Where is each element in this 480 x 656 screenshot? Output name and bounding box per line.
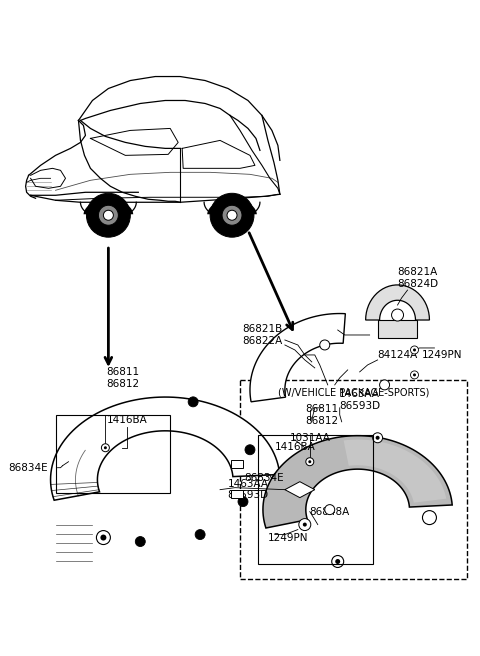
Text: 86834E: 86834E [244,473,284,483]
Circle shape [222,205,242,225]
Circle shape [227,211,237,220]
Text: 1463AA
86593D: 1463AA 86593D [228,479,268,501]
Text: 86811
86812: 86811 86812 [106,367,139,389]
Bar [56,415,170,493]
Circle shape [188,397,198,407]
Circle shape [96,531,110,544]
Circle shape [101,443,109,452]
Circle shape [332,556,344,567]
Bar [378,320,418,338]
Circle shape [392,309,404,321]
Circle shape [98,205,119,225]
Text: 1031AA: 1031AA [289,433,330,443]
Circle shape [320,340,330,350]
Circle shape [372,433,383,443]
Circle shape [413,373,416,377]
Bar [231,460,243,468]
Text: 1249PN: 1249PN [268,533,308,543]
Circle shape [335,559,340,564]
Circle shape [410,346,419,354]
Circle shape [299,519,311,531]
Polygon shape [263,436,452,528]
Circle shape [103,211,113,220]
Text: 1416BA: 1416BA [107,415,148,425]
Text: 1249PN: 1249PN [422,350,463,360]
Circle shape [376,436,380,440]
Circle shape [410,371,419,379]
Bar [240,380,468,579]
Circle shape [216,199,248,231]
Polygon shape [285,482,315,498]
Circle shape [413,348,416,352]
Circle shape [195,529,205,539]
Polygon shape [366,285,430,320]
Bar [231,489,243,498]
Circle shape [303,523,307,527]
Text: 1416BA: 1416BA [275,441,315,452]
Text: 84124A: 84124A [378,350,418,360]
Text: 1463AA
86593D: 1463AA 86593D [339,389,380,411]
Circle shape [238,497,248,506]
Polygon shape [250,314,345,402]
Circle shape [86,194,130,237]
Circle shape [100,535,107,541]
Polygon shape [344,440,446,502]
Circle shape [135,537,145,546]
Circle shape [422,510,436,525]
Polygon shape [207,199,257,215]
Circle shape [245,445,255,455]
Text: 86821B
86822A: 86821B 86822A [242,324,282,346]
Circle shape [93,199,124,231]
Polygon shape [50,397,280,501]
Circle shape [308,461,312,463]
Text: 86821A
86824D: 86821A 86824D [397,267,438,289]
Circle shape [104,446,107,449]
Circle shape [325,504,335,514]
Text: 86834E: 86834E [8,462,48,473]
Circle shape [306,458,314,466]
Circle shape [380,380,390,390]
Bar [258,435,372,565]
Polygon shape [84,199,133,215]
Circle shape [210,194,254,237]
Text: 86848A: 86848A [310,506,350,517]
Text: 86811
86812: 86811 86812 [305,404,338,426]
Text: (W/VEHICLE PACKAGE-SPORTS): (W/VEHICLE PACKAGE-SPORTS) [278,388,429,398]
